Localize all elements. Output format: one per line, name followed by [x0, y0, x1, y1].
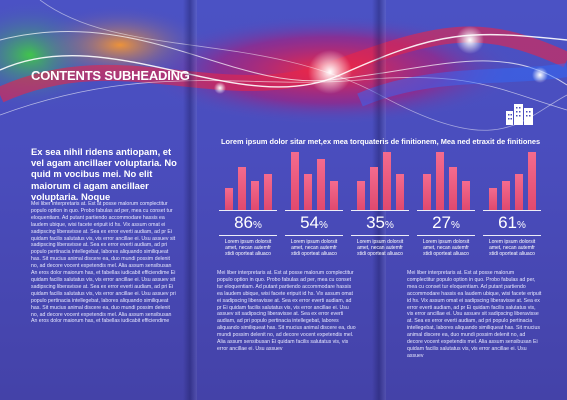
stat-caption: Lorem ipsum dolorsit amet, necan autemfr… [488, 239, 536, 258]
mini-bar-chart [351, 150, 409, 210]
lead-paragraph: Ex sea nihil ridens antiopam, et vel aga… [31, 146, 177, 202]
stat-divider [219, 235, 277, 236]
chart-bar [356, 181, 365, 210]
stat-block: 61% Lorem ipsum dolorsit amet, necan aute… [483, 150, 541, 268]
chart-bar [263, 173, 272, 210]
stat-percentage: 35% [351, 213, 409, 236]
stat-block: 27% Lorem ipsum dolorsit amet, necan aute… [417, 150, 475, 268]
stat-divider [483, 235, 541, 236]
left-body-text: Mei liber interpretaris at. Est at posse… [31, 201, 176, 325]
stat-unit: % [385, 220, 394, 231]
stat-divider [417, 235, 475, 236]
chart-bar [422, 173, 431, 210]
stat-percentage: 27% [417, 213, 475, 236]
stat-divider [219, 210, 277, 211]
panel-fold-right [372, 0, 386, 400]
stat-value: 35 [366, 213, 385, 232]
mini-bar-chart [285, 150, 343, 210]
stat-divider [351, 210, 409, 211]
decorative-light-waves [0, 0, 567, 131]
chart-bar [237, 166, 246, 210]
stat-divider [285, 210, 343, 211]
chart-bar [290, 152, 299, 210]
chart-bar [527, 152, 536, 210]
right-body-text: Mei liber interpretaris at. Est at posse… [407, 270, 542, 359]
stat-caption: Lorem ipsum dolorsit amet, necan autemfr… [290, 239, 338, 258]
chart-bar [382, 152, 391, 210]
chart-bar [250, 181, 259, 210]
stat-caption: Lorem ipsum dolorsit amet, necan autemfr… [356, 239, 404, 258]
chart-bar [316, 159, 325, 210]
stat-percentage: 86% [219, 213, 277, 236]
stat-value: 54 [300, 213, 319, 232]
chart-bar [224, 188, 233, 210]
chart-heading: Lorem ipsum dolor sitar met,ex mea torqu… [221, 137, 541, 146]
stat-caption: Lorem ipsum dolorsit amet, necan autemfr… [422, 239, 470, 258]
stat-divider [417, 210, 475, 211]
chart-bar [514, 173, 523, 210]
stat-unit: % [517, 220, 526, 231]
stat-value: 27 [432, 213, 451, 232]
chart-bar [488, 188, 497, 210]
chart-bar [303, 173, 312, 210]
stat-unit: % [451, 220, 460, 231]
middle-body-text: Mei liber interpretaris at. Est at posse… [217, 270, 356, 352]
chart-bar [501, 181, 510, 210]
mini-bar-chart [483, 150, 541, 210]
chart-bar [448, 166, 457, 210]
chart-bar [329, 181, 338, 210]
city-buildings-icon [506, 104, 533, 125]
stat-block: 35% Lorem ipsum dolorsit amet, necan aute… [351, 150, 409, 268]
chart-bar [435, 152, 444, 210]
stat-divider [351, 235, 409, 236]
mini-bar-chart [417, 150, 475, 210]
mini-bar-chart [219, 150, 277, 210]
stat-caption: Lorem ipsum dolorsit amet, necan autemfr… [224, 239, 272, 258]
stat-value: 86 [234, 213, 253, 232]
stat-divider [483, 210, 541, 211]
contents-subheading: CONTENTS SUBHEADING [31, 68, 190, 83]
stat-divider [285, 235, 343, 236]
stat-value: 61 [498, 213, 517, 232]
stat-block: 54% Lorem ipsum dolorsit amet, necan aute… [285, 150, 343, 268]
stat-block: 86% Lorem ipsum dolorsit amet, necan aute… [219, 150, 277, 268]
chart-bar [369, 166, 378, 210]
chart-bar [461, 181, 470, 210]
stat-unit: % [319, 220, 328, 231]
stat-charts: 86% Lorem ipsum dolorsit amet, necan aute… [219, 150, 549, 268]
chart-bar [395, 173, 404, 210]
stat-percentage: 54% [285, 213, 343, 236]
stat-percentage: 61% [483, 213, 541, 236]
panel-fold-left [183, 0, 197, 400]
stat-unit: % [253, 220, 262, 231]
